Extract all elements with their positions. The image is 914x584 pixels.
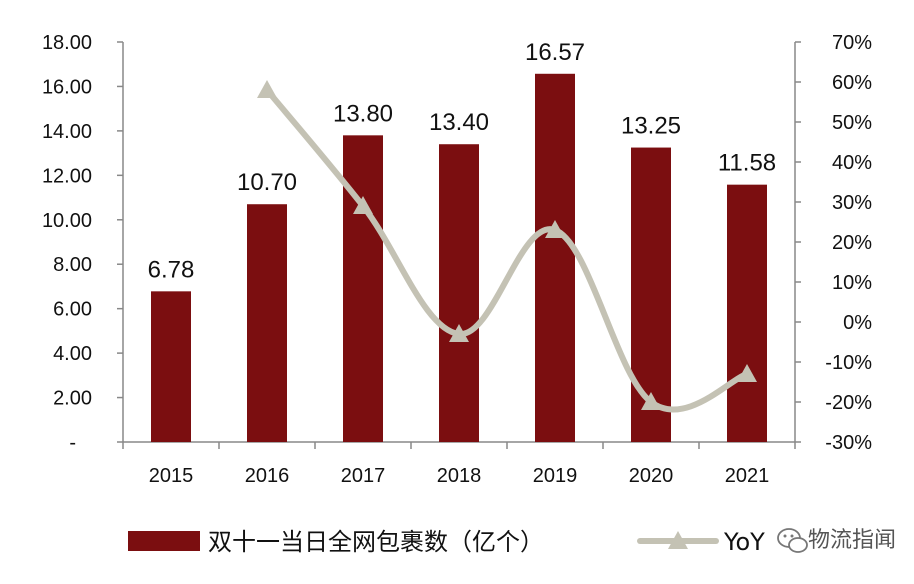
left-tick-label: 10.00: [42, 210, 92, 232]
watermark: 物流指闻: [777, 528, 896, 553]
x-tick-label-2016: 2016: [245, 465, 290, 487]
x-tick-label-2019: 2019: [533, 465, 578, 487]
legend-line-label: YoY: [723, 528, 765, 556]
yoy-marker-2018: [449, 324, 469, 342]
right-tick-label: -30%: [825, 432, 872, 454]
right-tick-label: 40%: [832, 152, 872, 174]
right-tick-label: 10%: [832, 272, 872, 294]
x-tick-label-2017: 2017: [341, 465, 386, 487]
x-tick-label-2021: 2021: [725, 465, 770, 487]
bar-2019: [535, 73, 575, 443]
right-tick-label: 0%: [843, 312, 872, 334]
watermark-text: 物流指闻: [808, 528, 896, 553]
bar-data-label-2015: 6.78: [148, 256, 195, 283]
bar-data-label-2019: 16.57: [525, 39, 585, 66]
left-tick-label: 4.00: [53, 343, 92, 365]
legend-bar-swatch: [128, 531, 200, 551]
bar-2018: [439, 144, 479, 442]
right-tick-label: 50%: [832, 112, 872, 134]
x-axis-tick-labels: 2015 2016 2017 2018 2019 2020 2021: [149, 465, 770, 487]
x-tick-label-2020: 2020: [629, 465, 674, 487]
legend-line-marker: [668, 531, 688, 549]
legend-bar-label: 双十一当日全网包裹数（亿个）: [208, 528, 544, 556]
left-tick-label: 14.00: [42, 121, 92, 143]
x-tick-label-2015: 2015: [149, 465, 194, 487]
bar-data-label-2016: 10.70: [237, 169, 297, 196]
bar-2016: [247, 204, 287, 442]
right-tick-label: -10%: [825, 352, 872, 374]
left-tick-label: 8.00: [53, 254, 92, 276]
right-tick-label: 70%: [832, 32, 872, 54]
bar-2017: [343, 135, 383, 443]
left-tick-label: 12.00: [42, 165, 92, 187]
wechat-icon: [777, 528, 808, 553]
bar-data-labels: 6.78 10.70 13.80 13.40 16.57 13.25 11.58: [148, 39, 777, 284]
left-axis-tick-labels: - 2.00 4.00 6.00 8.00 10.00 12.00 14.00 16.00 18.…: [42, 32, 92, 454]
left-tick-label: 2.00: [53, 388, 92, 410]
yoy-marker-2020: [641, 392, 661, 410]
left-tick-label: 6.00: [53, 299, 92, 321]
bar-data-label-2021: 11.58: [718, 150, 776, 177]
bar-data-label-2020: 13.25: [621, 113, 681, 140]
right-tick-label: 20%: [832, 232, 872, 254]
legend: 双十一当日全网包裹数（亿个） YoY: [128, 528, 765, 556]
right-tick-label: 30%: [832, 192, 872, 214]
bar-series: [151, 73, 767, 443]
left-tick-label: 16.00: [42, 76, 92, 98]
yoy-line-series: [257, 80, 757, 413]
bar-data-label-2018: 13.40: [429, 109, 489, 136]
yoy-marker-2021: [737, 364, 757, 382]
x-tick-label-2018: 2018: [437, 465, 482, 487]
yoy-marker-2017: [353, 196, 373, 214]
left-tick-label: 18.00: [42, 32, 92, 54]
bar-2021: [727, 184, 767, 442]
right-tick-label: -20%: [825, 392, 872, 414]
left-tick-label: -: [69, 432, 76, 454]
yoy-marker-2016: [257, 80, 277, 98]
right-tick-label: 60%: [832, 72, 872, 94]
bar-2015: [151, 291, 191, 442]
bar-data-label-2017: 13.80: [333, 100, 393, 127]
yoy-marker-2019: [545, 220, 565, 238]
right-axis-tick-labels: -30% -20% -10% 0% 10% 20% 30% 40% 50% 60% 70%: [825, 32, 872, 454]
